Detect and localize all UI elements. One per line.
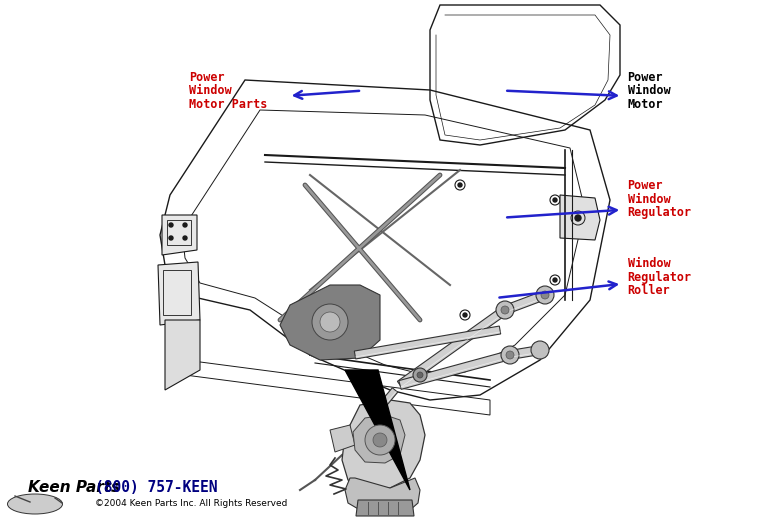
Circle shape <box>463 313 467 317</box>
Polygon shape <box>330 425 355 452</box>
Polygon shape <box>165 320 200 390</box>
Circle shape <box>506 351 514 359</box>
Polygon shape <box>509 346 541 359</box>
Text: Motor Parts: Motor Parts <box>189 98 267 111</box>
Text: Keen Parts: Keen Parts <box>28 481 120 496</box>
Text: (800) 757-KEEN: (800) 757-KEEN <box>95 481 217 496</box>
Circle shape <box>183 223 187 227</box>
Circle shape <box>413 368 427 382</box>
Circle shape <box>553 278 557 282</box>
Bar <box>163 270 191 315</box>
Text: Power: Power <box>628 70 663 83</box>
Circle shape <box>169 236 173 240</box>
Polygon shape <box>345 370 410 490</box>
Polygon shape <box>158 262 200 325</box>
Polygon shape <box>342 400 425 490</box>
Polygon shape <box>504 291 547 314</box>
Polygon shape <box>399 351 511 390</box>
Circle shape <box>536 286 554 304</box>
Polygon shape <box>560 195 600 240</box>
Circle shape <box>365 425 395 455</box>
Circle shape <box>373 433 387 447</box>
Text: Window: Window <box>189 84 232 97</box>
Circle shape <box>312 304 348 340</box>
Polygon shape <box>345 478 420 510</box>
Polygon shape <box>353 415 405 463</box>
Polygon shape <box>354 326 500 359</box>
Circle shape <box>501 346 519 364</box>
Bar <box>167 220 191 245</box>
Polygon shape <box>356 500 414 516</box>
Polygon shape <box>397 306 507 388</box>
Ellipse shape <box>8 494 62 514</box>
Text: ©2004 Keen Parts Inc. All Rights Reserved: ©2004 Keen Parts Inc. All Rights Reserve… <box>95 498 287 508</box>
Circle shape <box>183 236 187 240</box>
Text: Window: Window <box>628 257 671 270</box>
Polygon shape <box>377 388 397 410</box>
Circle shape <box>169 223 173 227</box>
Circle shape <box>553 198 557 202</box>
Circle shape <box>417 372 423 378</box>
Circle shape <box>531 341 549 359</box>
Circle shape <box>541 291 549 299</box>
Circle shape <box>496 301 514 319</box>
Circle shape <box>458 183 462 187</box>
Text: Roller: Roller <box>628 284 671 297</box>
Circle shape <box>501 306 509 314</box>
Circle shape <box>320 312 340 332</box>
Text: Power: Power <box>628 179 663 192</box>
Text: Power: Power <box>189 70 224 83</box>
Circle shape <box>575 215 581 221</box>
Text: Window: Window <box>628 193 671 206</box>
Polygon shape <box>280 285 380 360</box>
Text: Motor: Motor <box>628 98 663 111</box>
Polygon shape <box>162 215 197 255</box>
Text: Regulator: Regulator <box>628 207 691 220</box>
Text: Regulator: Regulator <box>628 270 691 284</box>
Text: Window: Window <box>628 84 671 97</box>
